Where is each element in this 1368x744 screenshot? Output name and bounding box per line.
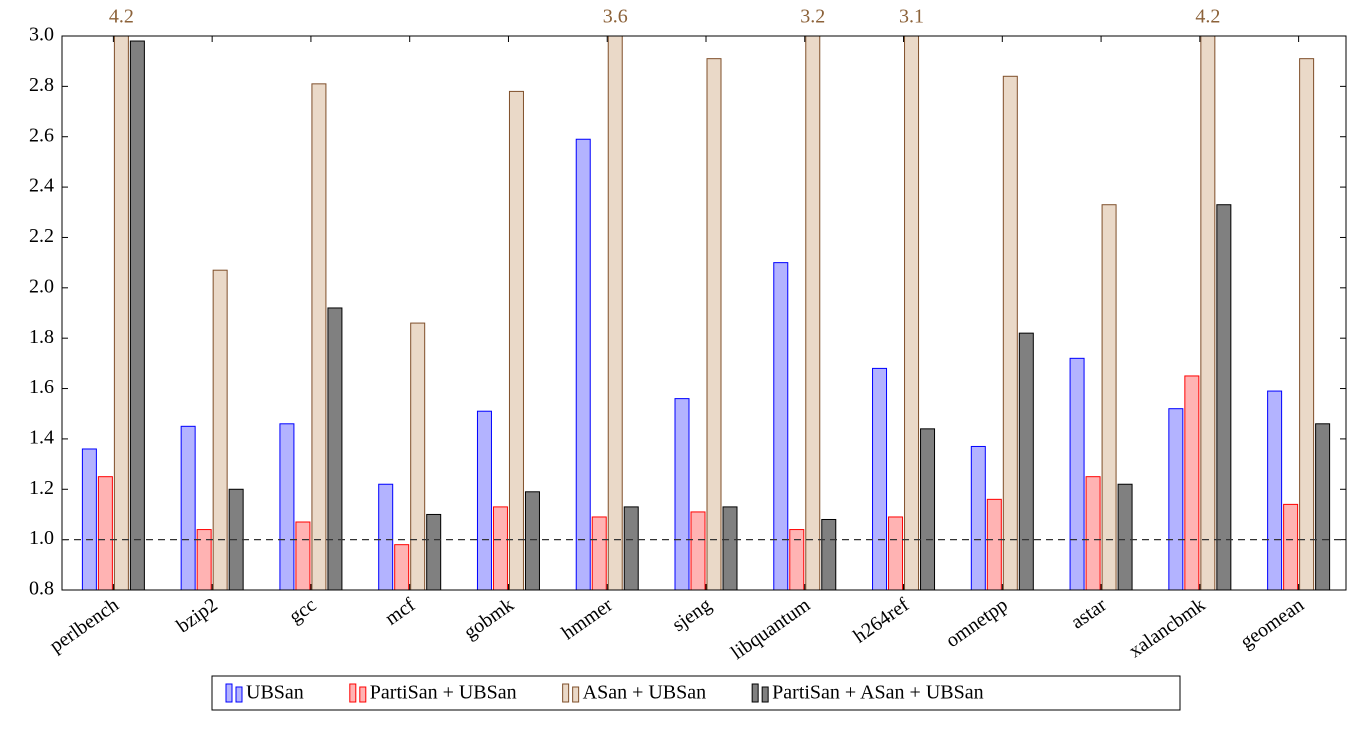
- x-tick-label: astar: [1067, 594, 1111, 634]
- bar: [1299, 58, 1315, 590]
- bar: [1069, 357, 1085, 590]
- bar: [970, 445, 986, 590]
- bar: [196, 529, 212, 590]
- bar: [81, 448, 97, 590]
- legend-swatch: [572, 686, 580, 703]
- x-tick-label: bzip2: [173, 594, 222, 638]
- value-label: 4.2: [109, 6, 134, 28]
- bar: [476, 410, 492, 590]
- x-tick-label: hmmer: [558, 594, 617, 645]
- bar: [394, 544, 410, 590]
- bar: [327, 307, 343, 590]
- plot-area: [81, 36, 1331, 590]
- legend-swatch: [235, 686, 243, 703]
- bar: [97, 476, 113, 590]
- bar: [426, 513, 442, 590]
- bar: [1200, 36, 1216, 590]
- bar: [129, 40, 145, 590]
- bar: [508, 90, 524, 590]
- legend-label: PartiSan + UBSan: [370, 682, 517, 704]
- bar: [410, 322, 426, 590]
- legend-swatch: [761, 686, 769, 703]
- x-tick-label: gcc: [285, 594, 320, 628]
- x-tick-label: omnetpp: [942, 594, 1012, 652]
- y-tick-label: 1.0: [29, 527, 54, 549]
- bar: [920, 428, 936, 590]
- y-tick-label: 2.4: [29, 175, 54, 197]
- legend-label: ASan + UBSan: [583, 682, 707, 704]
- bar: [492, 506, 508, 590]
- bar: [888, 516, 904, 590]
- value-label: 3.1: [899, 6, 924, 28]
- bar: [722, 506, 738, 590]
- bar: [1085, 476, 1101, 590]
- y-tick-label: 1.6: [29, 376, 54, 398]
- value-label: 3.2: [800, 6, 825, 28]
- bar: [789, 529, 805, 590]
- bar: [821, 518, 837, 590]
- bar: [212, 269, 228, 590]
- bar: [986, 498, 1002, 590]
- bar: [872, 367, 888, 590]
- bar: [1117, 483, 1133, 590]
- bar: [904, 36, 920, 590]
- legend-swatch: [349, 683, 357, 703]
- bar: [180, 425, 196, 590]
- y-tick-label: 2.6: [29, 124, 54, 146]
- legend-label: UBSan: [246, 682, 304, 704]
- x-tick-label: geomean: [1236, 594, 1308, 653]
- bar: [1216, 204, 1232, 590]
- bar: [1168, 408, 1184, 590]
- legend-swatch: [751, 683, 759, 703]
- y-tick-label: 2.8: [29, 74, 54, 96]
- bar: [1002, 75, 1018, 590]
- legend-swatch: [225, 683, 233, 703]
- axis-frame: [61, 35, 1347, 591]
- bar: [706, 58, 722, 590]
- bar: [591, 516, 607, 590]
- x-tick-label: mcf: [381, 594, 419, 630]
- value-label: 4.2: [1195, 6, 1220, 28]
- y-tick-label: 1.8: [29, 326, 54, 348]
- y-tick-label: 0.8: [29, 578, 54, 600]
- legend-swatch: [359, 686, 367, 703]
- x-tick-label: libquantum: [727, 594, 815, 665]
- bar: [674, 398, 690, 590]
- bar: [1101, 204, 1117, 590]
- x-tick-label: h264ref: [849, 594, 913, 648]
- x-tick-label: perlbench: [46, 594, 123, 657]
- y-tick-label: 1.4: [29, 427, 54, 449]
- bar: [623, 506, 639, 590]
- bar: [311, 83, 327, 590]
- bar: [524, 491, 540, 590]
- bar: [1283, 503, 1299, 590]
- y-tick-label: 2.2: [29, 225, 54, 247]
- bar: [690, 511, 706, 590]
- bar: [279, 423, 295, 590]
- value-label: 3.6: [603, 6, 628, 28]
- bar: [805, 36, 821, 590]
- bar: [1267, 390, 1283, 590]
- bar: [773, 262, 789, 590]
- bar: [295, 521, 311, 590]
- y-tick-label: 1.2: [29, 477, 54, 499]
- x-tick-label: xalancbmk: [1125, 594, 1209, 662]
- legend: [211, 675, 1181, 711]
- bar: [607, 36, 623, 590]
- bar: [575, 138, 591, 590]
- bar: [1018, 332, 1034, 590]
- bar: [378, 483, 394, 590]
- legend-swatch: [562, 683, 570, 703]
- x-tick-label: sjeng: [668, 594, 715, 636]
- bar: [1184, 375, 1200, 590]
- legend-label: PartiSan + ASan + UBSan: [772, 682, 983, 704]
- y-tick-label: 3.0: [29, 24, 54, 46]
- bar: [113, 36, 129, 590]
- bar: [1315, 423, 1331, 590]
- y-tick-label: 2.0: [29, 275, 54, 297]
- x-tick-label: gobmk: [460, 594, 518, 644]
